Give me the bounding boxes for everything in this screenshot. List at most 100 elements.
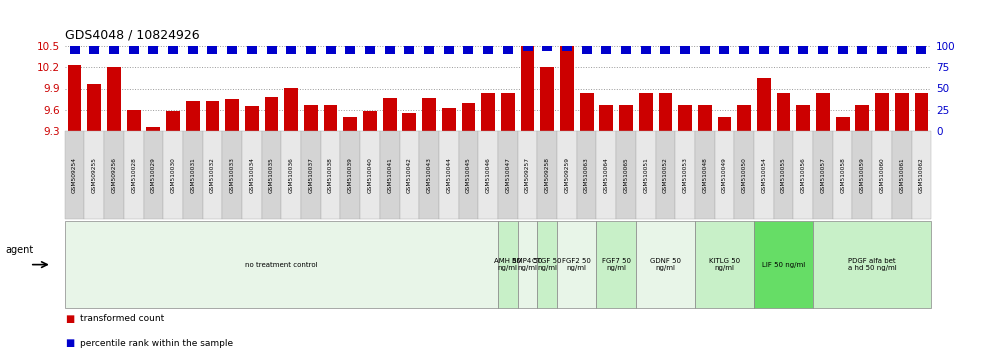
Bar: [284, 88, 298, 131]
Text: agent: agent: [5, 245, 33, 256]
Text: GSM510030: GSM510030: [170, 157, 175, 193]
Point: [343, 47, 359, 52]
Text: ■: ■: [65, 338, 74, 348]
Bar: [541, 67, 554, 131]
Bar: [600, 105, 614, 131]
Point: [480, 47, 496, 52]
Text: GSM509254: GSM509254: [72, 157, 77, 193]
Text: GSM510034: GSM510034: [249, 157, 254, 193]
Text: GSM510055: GSM510055: [781, 157, 786, 193]
Text: GSM510033: GSM510033: [230, 157, 235, 193]
Text: GDNF 50
ng/ml: GDNF 50 ng/ml: [650, 258, 681, 271]
Point: [283, 47, 299, 52]
Text: FGF7 50
ng/ml: FGF7 50 ng/ml: [602, 258, 630, 271]
Bar: [402, 113, 416, 131]
Bar: [88, 84, 102, 131]
Point: [637, 47, 653, 52]
Point: [716, 47, 732, 52]
Text: KITLG 50
ng/ml: KITLG 50 ng/ml: [709, 258, 740, 271]
Text: GSM510046: GSM510046: [486, 158, 491, 193]
Text: GSM510051: GSM510051: [643, 158, 648, 193]
Text: GSM510054: GSM510054: [761, 157, 766, 193]
Point: [381, 47, 397, 52]
Point: [362, 47, 377, 52]
Text: GSM509256: GSM509256: [112, 157, 117, 193]
Bar: [560, 27, 574, 131]
Text: transformed count: transformed count: [80, 314, 164, 323]
Text: GSM510050: GSM510050: [742, 157, 747, 193]
Bar: [875, 93, 888, 131]
Bar: [304, 105, 318, 131]
Bar: [245, 106, 259, 131]
Text: GSM509257: GSM509257: [525, 157, 530, 193]
Text: GSM510062: GSM510062: [919, 158, 924, 193]
Text: percentile rank within the sample: percentile rank within the sample: [80, 339, 233, 348]
Bar: [344, 117, 358, 131]
Point: [67, 47, 83, 52]
Point: [323, 47, 339, 52]
Text: LIF 50 ng/ml: LIF 50 ng/ml: [762, 262, 805, 268]
Bar: [797, 105, 810, 131]
Bar: [382, 98, 396, 131]
Bar: [698, 105, 712, 131]
Point: [874, 47, 890, 52]
Bar: [501, 93, 515, 131]
Point: [441, 47, 457, 52]
Text: GSM510032: GSM510032: [210, 157, 215, 193]
Point: [913, 47, 929, 52]
Text: GSM510049: GSM510049: [722, 157, 727, 193]
Text: GSM510038: GSM510038: [328, 157, 333, 193]
Text: GSM509255: GSM509255: [92, 157, 97, 193]
Text: no treatment control: no treatment control: [245, 262, 318, 268]
Bar: [678, 105, 692, 131]
Bar: [816, 93, 830, 131]
Point: [795, 47, 811, 52]
Bar: [205, 101, 219, 131]
Bar: [620, 105, 632, 131]
Text: GSM510064: GSM510064: [604, 158, 609, 193]
Point: [579, 47, 595, 52]
Bar: [894, 93, 908, 131]
Bar: [638, 93, 652, 131]
Bar: [364, 111, 376, 131]
Bar: [126, 110, 140, 131]
Point: [776, 47, 792, 52]
Text: FGF2 50
ng/ml: FGF2 50 ng/ml: [563, 258, 592, 271]
Text: GSM510031: GSM510031: [190, 158, 195, 193]
Bar: [580, 93, 594, 131]
Text: GSM510048: GSM510048: [702, 157, 707, 193]
Point: [145, 47, 161, 52]
Text: BMP4 50
ng/ml: BMP4 50 ng/ml: [512, 258, 543, 271]
Text: GSM509259: GSM509259: [565, 157, 570, 193]
Bar: [265, 97, 279, 131]
Point: [815, 47, 831, 52]
Bar: [717, 117, 731, 131]
Text: GSM510056: GSM510056: [801, 158, 806, 193]
Bar: [836, 117, 850, 131]
Text: GSM510042: GSM510042: [407, 157, 412, 193]
Point: [619, 47, 634, 52]
Text: GSM509258: GSM509258: [545, 157, 550, 193]
Text: GSM510065: GSM510065: [623, 158, 628, 193]
Point: [125, 47, 141, 52]
Text: GSM510057: GSM510057: [821, 157, 826, 193]
Text: AMH 50
ng/ml: AMH 50 ng/ml: [494, 258, 522, 271]
Bar: [225, 99, 239, 131]
Text: GSM510052: GSM510052: [663, 157, 668, 193]
Point: [224, 47, 240, 52]
Text: GSM510043: GSM510043: [426, 157, 431, 193]
Text: GSM510061: GSM510061: [899, 158, 904, 193]
Bar: [461, 103, 475, 131]
Point: [677, 47, 693, 52]
Bar: [442, 108, 455, 131]
Text: GSM510047: GSM510047: [505, 157, 510, 193]
Point: [657, 47, 673, 52]
Point: [835, 47, 851, 52]
Point: [106, 47, 122, 52]
Text: GSM510039: GSM510039: [348, 157, 353, 193]
Point: [855, 47, 871, 52]
Text: GSM510040: GSM510040: [368, 157, 373, 193]
Bar: [521, 46, 535, 131]
Point: [736, 47, 752, 52]
Text: CTGF 50
ng/ml: CTGF 50 ng/ml: [533, 258, 562, 271]
